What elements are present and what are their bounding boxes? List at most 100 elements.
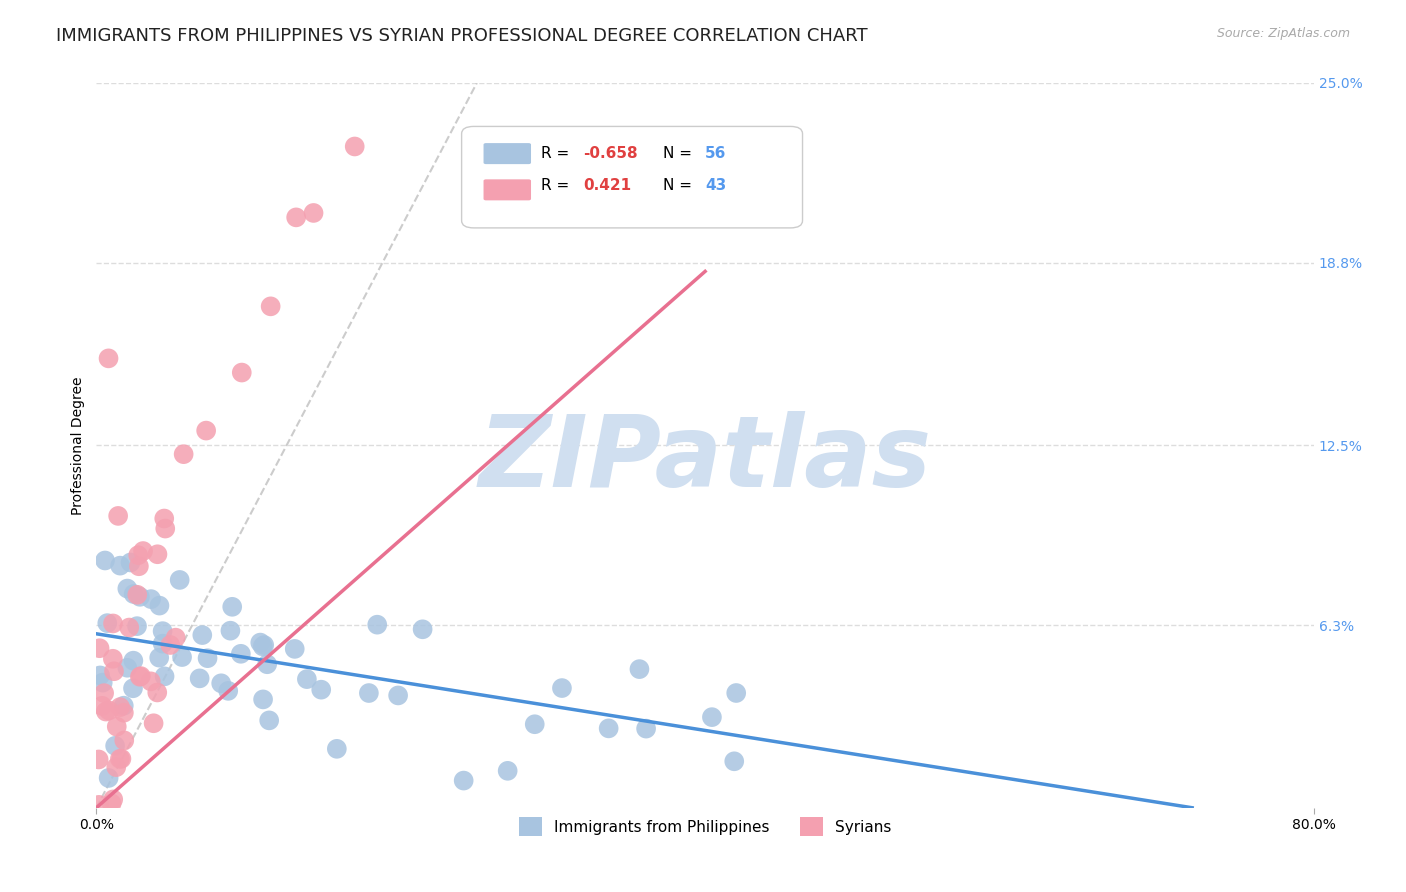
Text: N =: N = <box>662 178 696 194</box>
Immigrants from Philippines <box>117 661 139 675</box>
Syrians <box>127 548 149 562</box>
Syrians <box>97 703 120 717</box>
Immigrants from Philippines <box>357 686 380 700</box>
Syrians <box>94 705 117 719</box>
Immigrants from Philippines <box>221 599 243 614</box>
Syrians <box>153 511 176 525</box>
Immigrants from Philippines <box>197 651 219 665</box>
Syrians <box>343 139 366 153</box>
Syrians <box>108 700 131 714</box>
Immigrants from Philippines <box>170 650 193 665</box>
Immigrants from Philippines <box>97 771 120 785</box>
Immigrants from Philippines <box>219 624 242 638</box>
Immigrants from Philippines <box>117 582 139 596</box>
Syrians <box>146 685 169 699</box>
Syrians <box>302 206 325 220</box>
Immigrants from Philippines <box>253 638 276 652</box>
Syrians <box>132 544 155 558</box>
Syrians <box>97 351 120 366</box>
Immigrants from Philippines <box>94 553 117 567</box>
Immigrants from Philippines <box>108 558 131 573</box>
Syrians <box>128 670 150 684</box>
Syrians <box>127 588 149 602</box>
Syrians <box>100 797 122 811</box>
Immigrants from Philippines <box>89 668 111 682</box>
Immigrants from Philippines <box>112 698 135 713</box>
Immigrants from Philippines <box>129 590 152 604</box>
Syrians <box>93 686 115 700</box>
Syrians <box>285 211 308 225</box>
Syrians <box>231 366 253 380</box>
Syrians <box>110 752 132 766</box>
Syrians <box>112 706 135 720</box>
Syrians <box>105 720 128 734</box>
Immigrants from Philippines <box>152 624 174 639</box>
Immigrants from Philippines <box>120 556 142 570</box>
FancyBboxPatch shape <box>484 143 531 164</box>
Text: IMMIGRANTS FROM PHILIPPINES VS SYRIAN PROFESSIONAL DEGREE CORRELATION CHART: IMMIGRANTS FROM PHILIPPINES VS SYRIAN PR… <box>56 27 868 45</box>
Immigrants from Philippines <box>122 654 145 668</box>
Syrians <box>101 616 124 631</box>
Immigrants from Philippines <box>209 676 232 690</box>
Immigrants from Philippines <box>249 635 271 649</box>
Immigrants from Philippines <box>309 682 332 697</box>
Immigrants from Philippines <box>91 675 114 690</box>
Text: ZIPatlas: ZIPatlas <box>478 411 932 508</box>
Immigrants from Philippines <box>229 647 252 661</box>
Immigrants from Philippines <box>723 754 745 768</box>
Syrians <box>89 641 111 656</box>
Immigrants from Philippines <box>551 681 574 695</box>
Syrians <box>91 698 114 713</box>
Immigrants from Philippines <box>217 683 239 698</box>
Syrians <box>101 652 124 666</box>
Text: 56: 56 <box>706 145 727 161</box>
Immigrants from Philippines <box>700 710 723 724</box>
Immigrants from Philippines <box>96 616 118 631</box>
FancyBboxPatch shape <box>461 127 803 227</box>
Text: R =: R = <box>541 145 574 161</box>
Text: Source: ZipAtlas.com: Source: ZipAtlas.com <box>1216 27 1350 40</box>
Immigrants from Philippines <box>366 617 388 632</box>
Immigrants from Philippines <box>598 722 620 736</box>
Immigrants from Philippines <box>125 619 148 633</box>
Immigrants from Philippines <box>152 637 174 651</box>
Immigrants from Philippines <box>387 689 409 703</box>
Immigrants from Philippines <box>122 587 145 601</box>
Legend: Immigrants from Philippines, Syrians: Immigrants from Philippines, Syrians <box>512 810 898 844</box>
Text: 0.421: 0.421 <box>583 178 631 194</box>
Immigrants from Philippines <box>636 722 658 736</box>
Syrians <box>129 669 152 683</box>
Syrians <box>155 522 177 536</box>
Syrians <box>259 299 281 313</box>
Immigrants from Philippines <box>628 662 651 676</box>
Immigrants from Philippines <box>191 628 214 642</box>
Immigrants from Philippines <box>169 573 191 587</box>
Text: 43: 43 <box>706 178 727 194</box>
Syrians <box>159 638 181 652</box>
Immigrants from Philippines <box>326 741 349 756</box>
Immigrants from Philippines <box>284 641 307 656</box>
Immigrants from Philippines <box>148 599 170 613</box>
Immigrants from Philippines <box>153 669 176 683</box>
Text: N =: N = <box>662 145 696 161</box>
Immigrants from Philippines <box>295 672 318 686</box>
Immigrants from Philippines <box>496 764 519 778</box>
Syrians <box>173 447 195 461</box>
Syrians <box>142 716 165 731</box>
Syrians <box>87 797 110 812</box>
Syrians <box>139 674 162 689</box>
Immigrants from Philippines <box>412 622 434 636</box>
Y-axis label: Professional Degree: Professional Degree <box>72 376 86 515</box>
Immigrants from Philippines <box>188 672 211 686</box>
Syrians <box>128 559 150 574</box>
Immigrants from Philippines <box>257 714 280 728</box>
Immigrants from Philippines <box>122 681 145 696</box>
Syrians <box>108 752 131 766</box>
Immigrants from Philippines <box>453 773 475 788</box>
Syrians <box>105 760 128 774</box>
Immigrants from Philippines <box>725 686 748 700</box>
Immigrants from Philippines <box>139 592 162 607</box>
Immigrants from Philippines <box>148 650 170 665</box>
Syrians <box>103 792 125 806</box>
Syrians <box>112 733 135 747</box>
